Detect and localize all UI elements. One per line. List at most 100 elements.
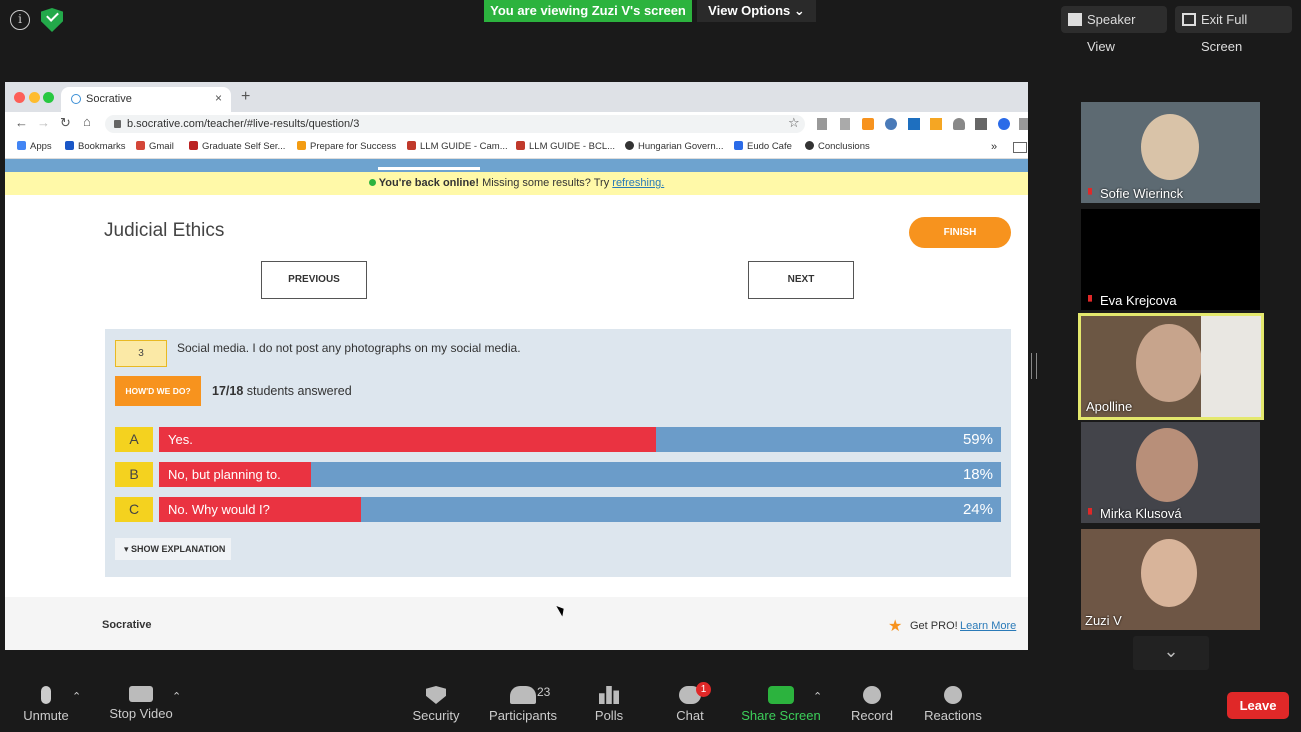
- chat-bubble-icon: [679, 686, 701, 704]
- question-number-badge: 3: [115, 340, 167, 367]
- minimize-window-dot[interactable]: [29, 92, 40, 103]
- answer-bar-fill: [159, 462, 311, 487]
- extension-feed-icon[interactable]: [930, 118, 942, 130]
- bookmark-llm-bcl[interactable]: LLM GUIDE - BCL...: [516, 141, 615, 152]
- previous-button[interactable]: PREVIOUS: [261, 261, 367, 299]
- view-options-button[interactable]: View Options ⌄: [697, 0, 816, 22]
- extension-reader-icon[interactable]: [817, 118, 827, 130]
- bookmark-llm-cam[interactable]: LLM GUIDE - Cam...: [407, 141, 508, 152]
- participant-tile[interactable]: Sofie Wierinck: [1081, 102, 1260, 203]
- finish-button[interactable]: FINISH: [909, 217, 1011, 248]
- polls-button[interactable]: Polls: [564, 686, 654, 723]
- bookmark-graduate[interactable]: Graduate Self Ser...: [189, 141, 285, 152]
- new-tab-icon[interactable]: +: [241, 88, 251, 105]
- other-bookmarks-folder-icon[interactable]: [1013, 142, 1027, 153]
- extension-k-icon[interactable]: [908, 118, 920, 130]
- next-button[interactable]: NEXT: [748, 261, 854, 299]
- answer-bar-fill: [159, 497, 362, 522]
- share-screen-label: Share Screen: [741, 708, 821, 723]
- profile-icon[interactable]: [998, 118, 1010, 130]
- bookmark-prepare[interactable]: Prepare for Success: [297, 141, 396, 152]
- prepare-icon: [297, 141, 306, 150]
- participant-video: [1141, 114, 1199, 180]
- rss-icon[interactable]: [862, 118, 874, 130]
- howd-we-do-button[interactable]: HOW'D WE DO?: [115, 376, 201, 406]
- view-options-label: View Options: [708, 3, 791, 18]
- maximize-window-dot[interactable]: [43, 92, 54, 103]
- participant-name-text: Sofie Wierinck: [1100, 186, 1184, 201]
- share-screen-button[interactable]: Share Screen: [736, 686, 826, 723]
- security-label: Security: [412, 708, 460, 723]
- participant-name-text: Eva Krejcova: [1100, 293, 1177, 308]
- answer-percent: 59%: [962, 431, 993, 448]
- chat-button[interactable]: 1 Chat: [645, 682, 735, 723]
- cloud-extension-icon[interactable]: [953, 118, 965, 130]
- leave-button[interactable]: Leave: [1227, 692, 1289, 719]
- unmute-button[interactable]: Unmute: [1, 686, 91, 723]
- participant-tile-active-speaker[interactable]: Apolline: [1078, 313, 1264, 420]
- close-window-dot[interactable]: [14, 92, 25, 103]
- gallery-scroll-down-button[interactable]: ⌄: [1133, 636, 1209, 670]
- security-shield-icon[interactable]: [41, 8, 63, 32]
- share-options-caret-icon[interactable]: ⌃: [813, 691, 823, 703]
- emoji-smile-icon: [944, 686, 962, 704]
- bookmark-label: Eudo Cafe: [747, 141, 792, 152]
- video-options-caret-icon[interactable]: ⌃: [172, 691, 182, 703]
- record-button[interactable]: Record: [827, 686, 917, 723]
- info-icon[interactable]: i: [10, 10, 30, 30]
- reload-icon[interactable]: ↻: [60, 115, 71, 130]
- url-bar[interactable]: b.socrative.com/teacher/#live-results/qu…: [105, 115, 805, 133]
- bookmark-eudo[interactable]: Eudo Cafe: [734, 141, 792, 152]
- refresh-link[interactable]: refreshing.: [612, 177, 665, 189]
- security-button[interactable]: Security: [391, 686, 481, 723]
- speaker-view-button[interactable]: Speaker View: [1061, 6, 1167, 54]
- answered-summary: 17/18 students answered: [212, 384, 352, 398]
- back-icon[interactable]: ←: [15, 115, 28, 130]
- extension-skype-icon[interactable]: [885, 118, 897, 130]
- answer-percent: 18%: [962, 466, 993, 483]
- participant-tile[interactable]: Mirka Klusová: [1081, 422, 1260, 523]
- grid-icon: [1068, 13, 1082, 26]
- bookmark-star-icon[interactable]: ☆: [788, 115, 800, 130]
- bookmark-hungarian[interactable]: Hungarian Govern...: [625, 141, 724, 152]
- participant-name-text: Mirka Klusová: [1100, 506, 1182, 521]
- bookmarks-bar: Apps Bookmarks Gmail Graduate Self Ser..…: [5, 136, 1028, 159]
- bookmarks-more-icon[interactable]: »: [991, 141, 998, 153]
- reactions-label: Reactions: [924, 708, 982, 723]
- stop-video-button[interactable]: Stop Video: [96, 686, 186, 721]
- learn-more-link[interactable]: Learn More: [960, 620, 1017, 632]
- unmute-label: Unmute: [23, 708, 69, 723]
- bookmark-gmail[interactable]: Gmail: [136, 141, 174, 152]
- socrative-favicon-icon: [71, 94, 81, 104]
- bookmark-bookmarks[interactable]: Bookmarks: [65, 141, 126, 152]
- chat-label: Chat: [676, 708, 704, 723]
- participants-button[interactable]: 23 Participants: [478, 685, 568, 723]
- tab-title: Socrative: [86, 93, 132, 105]
- quiz-title: Judicial Ethics: [104, 220, 225, 241]
- gmail-icon: [136, 141, 145, 150]
- bookmark-conclusions[interactable]: Conclusions: [805, 141, 870, 152]
- forward-icon[interactable]: →: [37, 115, 50, 130]
- audio-options-caret-icon[interactable]: ⌃: [72, 691, 82, 703]
- show-explanation-button[interactable]: ▾ SHOW EXPLANATION: [115, 538, 231, 560]
- exit-full-screen-label: Exit Full Screen: [1201, 12, 1248, 54]
- exit-full-screen-button[interactable]: Exit Full Screen: [1175, 6, 1292, 54]
- browser-tab[interactable]: Socrative ×: [61, 87, 231, 112]
- reactions-button[interactable]: Reactions: [908, 686, 998, 723]
- bookmark-label: Hungarian Govern...: [638, 141, 724, 152]
- extension-evernote-icon[interactable]: [840, 118, 850, 130]
- participant-face: [1136, 324, 1202, 402]
- home-icon[interactable]: ⌂: [83, 114, 91, 129]
- panel-resize-handle[interactable]: [1031, 353, 1037, 379]
- participant-tile[interactable]: Zuzi V: [1081, 529, 1260, 630]
- bookmark-label: Gmail: [149, 141, 174, 152]
- close-tab-icon[interactable]: ×: [215, 91, 223, 105]
- participants-count: 23: [537, 685, 551, 699]
- participant-tile[interactable]: Eva Krejcova: [1081, 209, 1260, 310]
- extension-shield-icon[interactable]: [975, 118, 987, 130]
- answer-bar: Yes. 59%: [159, 427, 1001, 452]
- get-pro-text: Get PRO!: [910, 620, 958, 632]
- meeting-toolbar: Unmute ⌃ Stop Video ⌃ Security 23 Partic…: [0, 672, 1301, 732]
- menu-icon[interactable]: [1019, 118, 1028, 130]
- bookmark-apps[interactable]: Apps: [17, 141, 52, 152]
